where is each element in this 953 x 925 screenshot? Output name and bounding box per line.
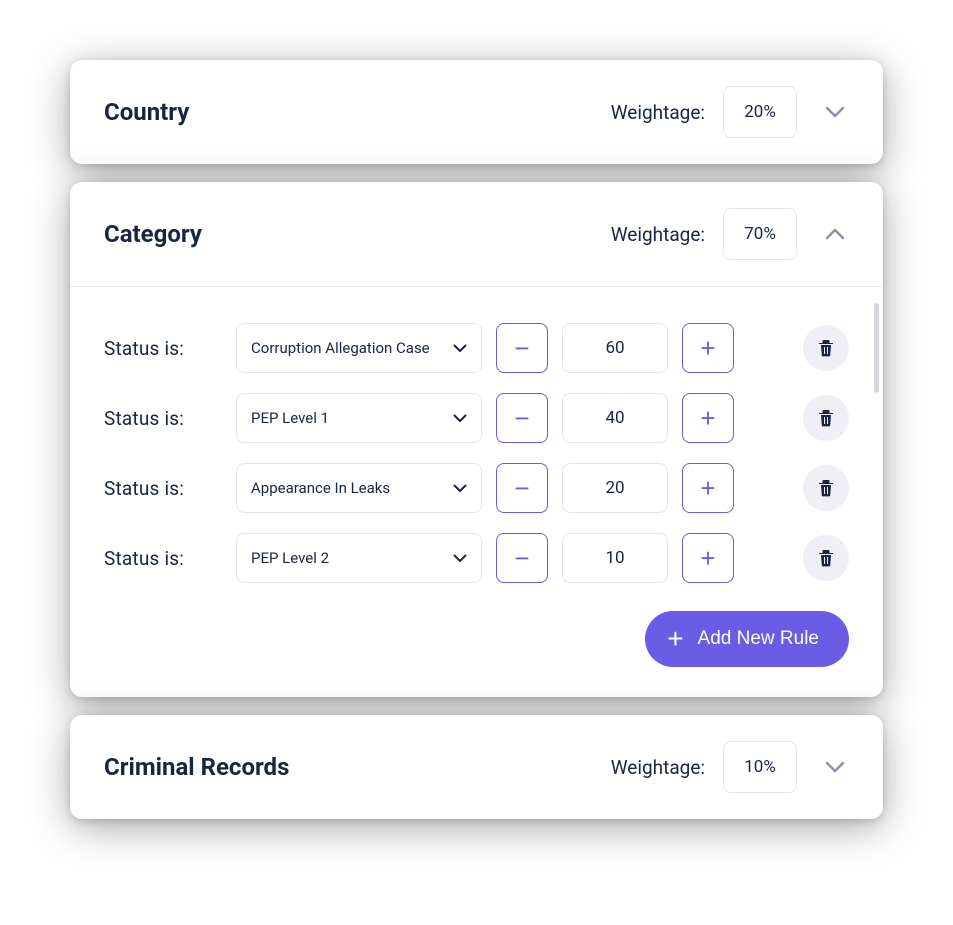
status-select[interactable]: Appearance In Leaks [236,463,482,513]
delete-rule-button[interactable] [803,465,849,511]
rule-field-label: Status is: [104,477,222,500]
plus-icon: + [667,625,683,653]
chevron-down-icon [825,761,845,773]
chevron-down-icon [453,344,467,353]
chevron-down-icon [453,554,467,563]
minus-icon: − [514,405,529,431]
decrement-button[interactable]: − [496,393,548,443]
weightage-value[interactable]: 70% [723,208,797,260]
rule-row: Status is: Appearance In Leaks − 20 + [104,463,849,513]
scrollbar-thumb[interactable] [874,303,879,393]
rule-field-label: Status is: [104,547,222,570]
panel-title: Category [104,220,593,248]
panel-category: Category Weightage: 70% Status is: Corru… [70,182,883,697]
minus-icon: − [514,545,529,571]
rule-value-input[interactable]: 10 [562,533,668,583]
decrement-button[interactable]: − [496,323,548,373]
collapse-toggle[interactable] [821,220,849,248]
panel-header-category: Category Weightage: 70% [70,182,883,286]
chevron-up-icon [825,228,845,240]
trash-icon [818,339,834,357]
plus-icon: + [700,475,715,501]
delete-rule-button[interactable] [803,535,849,581]
panel-body-category: Status is: Corruption Allegation Case − … [70,286,883,697]
trash-icon [818,479,834,497]
plus-icon: + [700,545,715,571]
rule-field-label: Status is: [104,407,222,430]
panel-header-country: Country Weightage: 20% [70,60,883,164]
rule-value-input[interactable]: 40 [562,393,668,443]
increment-button[interactable]: + [682,323,734,373]
decrement-button[interactable]: − [496,463,548,513]
status-select-value: Corruption Allegation Case [251,339,430,357]
delete-rule-button[interactable] [803,325,849,371]
add-new-rule-button[interactable]: + Add New Rule [645,611,849,667]
increment-button[interactable]: + [682,393,734,443]
minus-icon: − [514,475,529,501]
trash-icon [818,549,834,567]
status-select-value: Appearance In Leaks [251,479,390,497]
status-select-value: PEP Level 1 [251,409,329,427]
weightage-label: Weightage: [611,101,705,124]
panel-header-criminal: Criminal Records Weightage: 10% [70,715,883,819]
weightage-label: Weightage: [611,756,705,779]
status-select-value: PEP Level 2 [251,549,329,567]
plus-icon: + [700,335,715,361]
weightage-value[interactable]: 10% [723,741,797,793]
expand-toggle[interactable] [821,98,849,126]
rule-row: Status is: PEP Level 1 − 40 + [104,393,849,443]
increment-button[interactable]: + [682,533,734,583]
panel-title: Country [104,98,593,126]
minus-icon: − [514,335,529,361]
plus-icon: + [700,405,715,431]
status-select[interactable]: PEP Level 2 [236,533,482,583]
trash-icon [818,409,834,427]
status-select[interactable]: Corruption Allegation Case [236,323,482,373]
panel-criminal-records: Criminal Records Weightage: 10% [70,715,883,819]
expand-toggle[interactable] [821,753,849,781]
rule-value-input[interactable]: 60 [562,323,668,373]
weightage-label: Weightage: [611,223,705,246]
weightage-value[interactable]: 20% [723,86,797,138]
panel-country: Country Weightage: 20% [70,60,883,164]
chevron-down-icon [825,106,845,118]
rule-row: Status is: PEP Level 2 − 10 + [104,533,849,583]
panel-title: Criminal Records [104,753,593,781]
rule-row: Status is: Corruption Allegation Case − … [104,323,849,373]
rule-field-label: Status is: [104,337,222,360]
delete-rule-button[interactable] [803,395,849,441]
add-rule-row: + Add New Rule [104,611,849,667]
status-select[interactable]: PEP Level 1 [236,393,482,443]
chevron-down-icon [453,414,467,423]
chevron-down-icon [453,484,467,493]
rule-value-input[interactable]: 20 [562,463,668,513]
decrement-button[interactable]: − [496,533,548,583]
add-new-rule-label: Add New Rule [698,628,819,650]
increment-button[interactable]: + [682,463,734,513]
